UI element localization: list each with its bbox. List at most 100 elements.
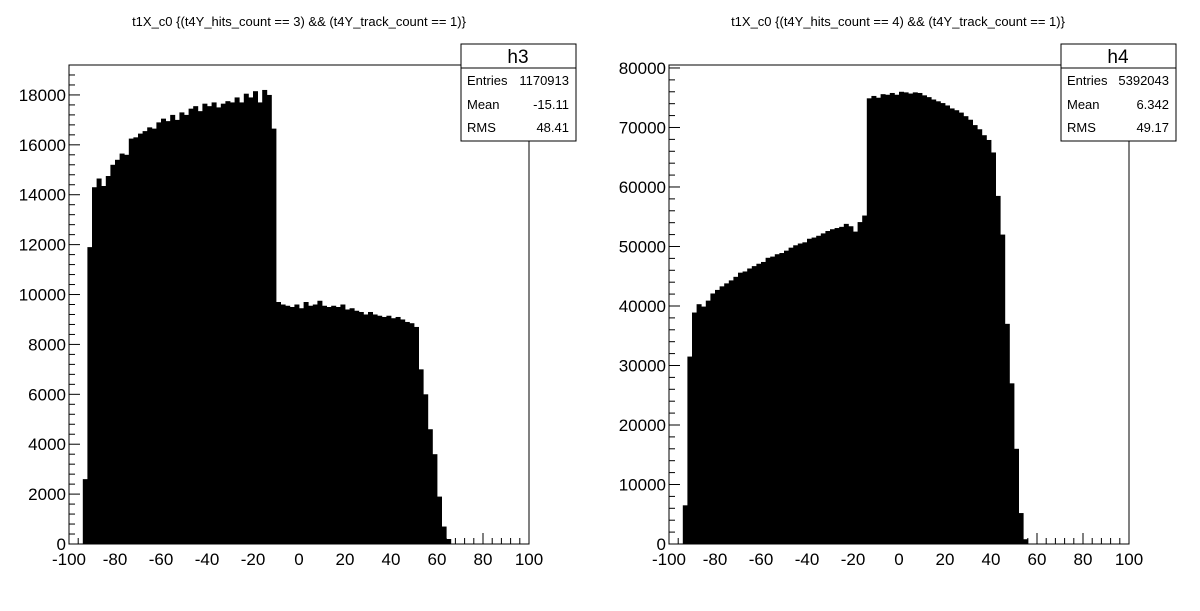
histogram-bin: [105, 176, 111, 544]
histogram-bin: [363, 314, 369, 544]
histogram-bin: [742, 271, 748, 544]
histogram-bin: [871, 95, 877, 544]
y-tick-label: 0: [657, 535, 666, 554]
histogram-bin: [335, 306, 341, 544]
histogram-bin: [862, 215, 868, 545]
histogram-bin: [889, 92, 895, 544]
histogram-bin: [935, 101, 941, 545]
x-tick-label: 20: [336, 550, 355, 569]
histogram-bin: [124, 154, 130, 544]
x-tick-label: 60: [428, 550, 447, 569]
histogram-bin: [945, 105, 950, 545]
histogram-bin: [239, 102, 245, 545]
histogram-bin: [409, 323, 415, 544]
histogram-bin: [756, 263, 762, 544]
histogram-bin: [876, 97, 881, 544]
histogram-bin: [414, 326, 419, 544]
histogram-bin: [774, 254, 780, 544]
histogram-bin: [807, 238, 812, 544]
histogram-bin: [949, 108, 955, 544]
x-tick-label: -40: [795, 550, 820, 569]
histogram-bin: [710, 293, 716, 544]
stats-rms-value: 48.41: [536, 120, 569, 135]
histogram-bin: [843, 223, 849, 544]
histogram-bin: [912, 92, 918, 545]
histogram-bin: [931, 99, 937, 544]
y-tick-label: 2000: [28, 485, 66, 504]
histogram-bin: [848, 226, 854, 544]
histogram-bin: [903, 92, 909, 545]
histogram-bin: [358, 311, 364, 544]
x-tick-label: 40: [982, 550, 1001, 569]
histogram-bin: [207, 106, 212, 544]
histogram-bin: [917, 92, 923, 544]
histogram-bin: [82, 479, 88, 544]
histogram-bin: [326, 306, 332, 544]
histogram-bin: [1000, 234, 1006, 544]
stats-name: h4: [1107, 47, 1129, 68]
histogram-bin: [857, 222, 863, 544]
histogram-bin: [765, 257, 771, 544]
histogram-bin: [738, 272, 743, 544]
histogram-bin: [262, 89, 268, 544]
histogram-bin: [963, 116, 969, 545]
histogram-bin: [253, 91, 258, 544]
y-tick-label: 4000: [28, 435, 66, 454]
histogram-bin: [115, 159, 120, 545]
histogram-bin: [733, 276, 739, 544]
histogram-bin: [87, 247, 93, 544]
y-axis: 0 2000 4000 6000 8000 10000 12000 14000 16000 180…: [19, 64, 80, 554]
x-tick-label: 0: [894, 550, 903, 569]
histogram-bin: [170, 114, 176, 545]
histogram-bin: [719, 286, 725, 544]
histogram-bin: [958, 112, 964, 544]
histogram-bin: [432, 454, 438, 544]
histogram-bin: [308, 305, 314, 544]
histogram-bin: [682, 505, 688, 544]
histogram-bin: [202, 103, 208, 545]
histogram-bin: [303, 302, 309, 544]
histogram-bin: [779, 253, 785, 544]
histogram-bin: [395, 316, 401, 544]
histogram-bin: [193, 106, 199, 544]
histogram-bin: [899, 91, 904, 544]
histogram-bin: [1014, 448, 1019, 544]
x-tick-label: -100: [52, 550, 86, 569]
histogram-bin: [922, 95, 927, 544]
histogram-bin: [839, 226, 845, 544]
histogram-bin: [954, 110, 960, 544]
histogram-bin: [243, 93, 249, 544]
histogram-bin: [377, 315, 383, 544]
histogram-bin: [322, 305, 327, 544]
histogram-bin: [386, 315, 392, 544]
y-tick-label: 14000: [19, 186, 66, 205]
histogram-bin: [404, 321, 410, 544]
histogram-bin: [230, 102, 235, 545]
histogram-bin: [853, 231, 858, 545]
y-tick-label: 18000: [19, 86, 66, 105]
histogram-bin: [299, 308, 304, 544]
histogram-bin: [312, 304, 318, 544]
x-tick-label: 60: [1028, 550, 1047, 569]
histogram-bin: [692, 312, 697, 544]
histogram-bin: [820, 233, 826, 544]
histogram-bin: [220, 103, 226, 545]
histogram-bin: [701, 306, 707, 544]
histogram-bin: [793, 245, 799, 545]
y-tick-label: 30000: [619, 356, 666, 375]
histogram-bin: [345, 309, 350, 544]
stats-rms-label: RMS: [1067, 120, 1096, 135]
y-tick-label: 70000: [619, 118, 666, 137]
y-tick-label: 50000: [619, 237, 666, 256]
histogram-bin: [96, 178, 102, 544]
histogram-bin: [147, 127, 153, 545]
histogram-bin: [811, 237, 817, 544]
x-tick-label: -60: [149, 550, 174, 569]
histogram-bin: [995, 195, 1001, 544]
histogram-bin: [391, 318, 396, 544]
histogram-bin: [354, 310, 360, 544]
stats-mean-label: Mean: [1067, 97, 1100, 112]
histogram-bin: [400, 319, 406, 544]
histogram-bin: [747, 268, 753, 544]
histogram-bin: [138, 133, 143, 545]
